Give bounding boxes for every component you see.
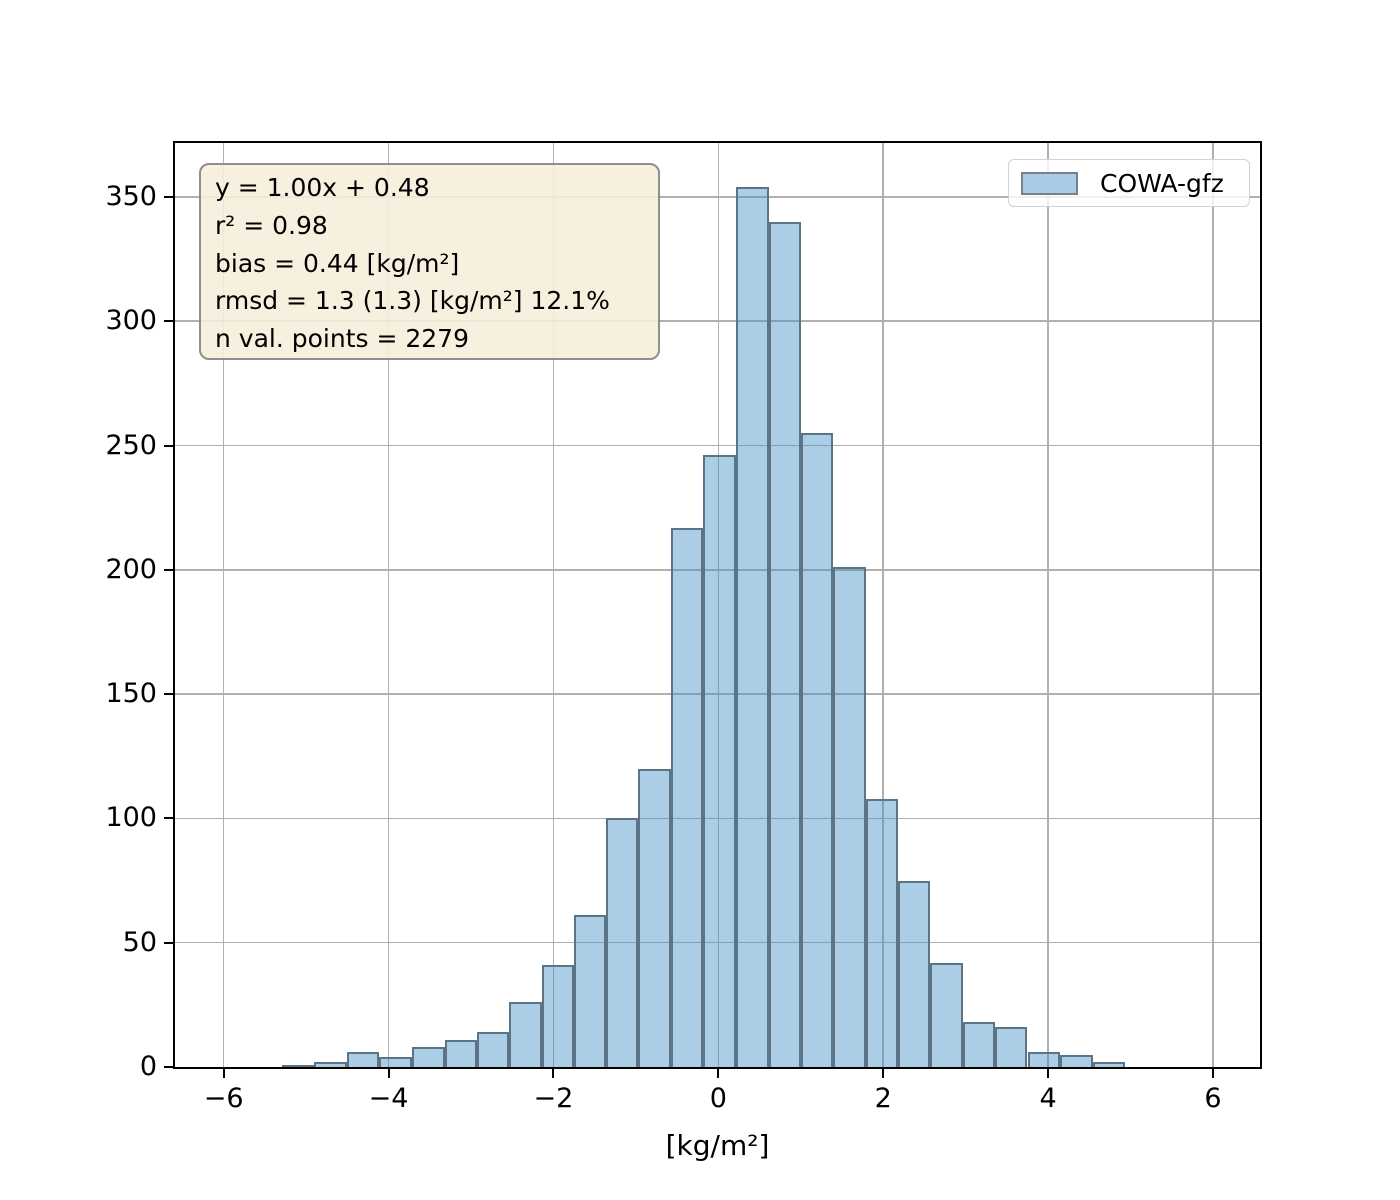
- stats-annotation-box: y = 1.00x + 0.48 r² = 0.98 bias = 0.44 […: [199, 163, 660, 360]
- histogram-bar: [865, 798, 899, 1067]
- plot-area: −6 −4 −2 0 2 4 6 0 50 100 150 200 250 300 350 [kg/m²]: [105, 141, 1262, 1162]
- histogram-bar: [995, 1027, 1028, 1067]
- legend-label: COWA-gfz: [1100, 168, 1224, 198]
- stats-line-bias: bias = 0.44 [kg/m²]: [215, 248, 460, 278]
- x-tick-label: 0: [709, 1083, 727, 1114]
- histogram-bar: [314, 1062, 348, 1067]
- histogram-bar: [638, 768, 672, 1067]
- histogram-bar: [963, 1022, 996, 1067]
- x-tick-mark: [387, 1069, 390, 1078]
- y-tick-label: 350: [105, 180, 157, 212]
- y-tick-label: 300: [105, 305, 157, 337]
- x-gridline: [387, 143, 390, 1067]
- y-tick-label: 0: [139, 1051, 157, 1082]
- x-tick-label: 4: [1039, 1083, 1057, 1114]
- stats-line-rmsd: rmsd = 1.3 (1.3) [kg/m²] 12.1%: [215, 286, 610, 316]
- y-tick-label: 50: [122, 926, 157, 958]
- x-gridline: [552, 143, 555, 1067]
- histogram-bar: [768, 221, 801, 1067]
- x-tick-label: −4: [368, 1083, 409, 1114]
- y-tick-mark: [164, 195, 173, 198]
- x-gridline: [222, 143, 225, 1067]
- y-tick-label: 200: [105, 553, 157, 585]
- histogram-bar: [832, 567, 866, 1067]
- stats-line-r2: r² = 0.98: [215, 210, 328, 240]
- x-tick-label: 6: [1204, 1083, 1222, 1114]
- stats-line-equation: y = 1.00x + 0.48: [215, 173, 430, 202]
- legend: COWA-gfz: [1008, 159, 1250, 207]
- y-tick-label: 150: [105, 678, 157, 710]
- y-gridline: [175, 817, 1260, 820]
- y-gridline: [175, 320, 1260, 323]
- histogram-bar: [411, 1047, 445, 1067]
- x-axis-label: [kg/m²]: [665, 1129, 770, 1162]
- x-tick-mark: [222, 1069, 225, 1078]
- x-gridline: [717, 143, 720, 1067]
- y-tick-mark: [164, 320, 173, 323]
- y-gridline: [175, 693, 1260, 695]
- histogram-bar: [1060, 1054, 1093, 1067]
- x-tick-mark: [882, 1069, 885, 1078]
- y-gridline: [175, 444, 1260, 447]
- y-tick-mark: [164, 444, 173, 447]
- y-tick-mark: [164, 568, 173, 571]
- x-tick-mark: [717, 1069, 720, 1078]
- x-tick-label: 2: [874, 1083, 892, 1114]
- y-gridline: [175, 569, 1260, 571]
- histogram-bar: [735, 187, 769, 1067]
- x-gridline: [882, 143, 884, 1067]
- histogram-bar: [800, 433, 833, 1067]
- histogram-bar: [898, 880, 931, 1067]
- histogram-bar: [508, 1002, 542, 1067]
- y-gridline: [175, 196, 1260, 198]
- histogram-bar: [1027, 1052, 1061, 1067]
- y-tick-mark: [164, 693, 173, 696]
- y-tick-label: 250: [105, 429, 157, 461]
- histogram-bar: [574, 915, 607, 1067]
- legend-swatch: [1021, 171, 1078, 195]
- histogram-bar: [671, 527, 704, 1067]
- x-tick-label: −6: [203, 1083, 244, 1114]
- stats-line-npoints: n val. points = 2279: [215, 324, 469, 354]
- histogram-bar: [606, 818, 639, 1067]
- histogram-bar: [703, 455, 736, 1067]
- x-tick-mark: [1212, 1069, 1214, 1078]
- x-gridline: [1047, 143, 1049, 1067]
- x-tick-label: −2: [533, 1083, 574, 1114]
- histogram-bar: [282, 1064, 315, 1067]
- histogram-bar: [930, 962, 964, 1067]
- y-tick-mark: [164, 817, 173, 820]
- histogram-bar: [444, 1039, 477, 1067]
- histogram-bar: [347, 1052, 380, 1067]
- histogram-bar: [379, 1057, 412, 1067]
- x-tick-mark: [1047, 1069, 1050, 1078]
- histogram-bar: [476, 1032, 509, 1067]
- x-gridline: [1212, 143, 1214, 1067]
- y-gridline: [175, 941, 1260, 944]
- y-tick-label: 100: [105, 802, 157, 834]
- histogram-bar: [541, 965, 575, 1067]
- y-tick-mark: [164, 1066, 173, 1068]
- y-tick-mark: [164, 941, 173, 944]
- x-tick-mark: [552, 1069, 555, 1078]
- histogram-bar: [1092, 1062, 1125, 1067]
